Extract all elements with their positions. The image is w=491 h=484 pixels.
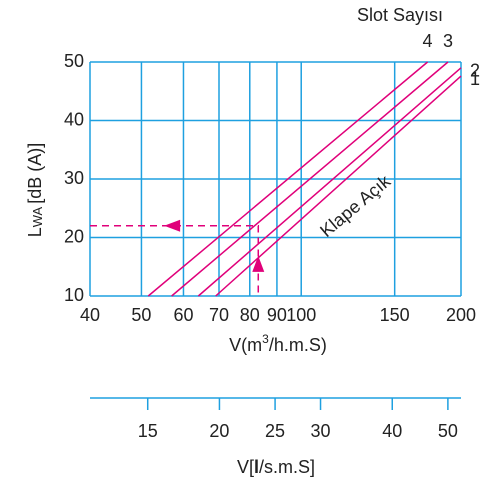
arrow-up xyxy=(252,255,265,272)
series-line xyxy=(171,61,449,297)
x-tick-label: 50 xyxy=(131,305,151,325)
x-axis-label: V(m3/h.m.S) xyxy=(229,332,327,355)
x-tick-label: 200 xyxy=(446,305,476,325)
series-line xyxy=(197,67,462,297)
guide-line xyxy=(90,225,260,296)
annotation: Klape Açık xyxy=(316,170,395,241)
x2-tick-label: 25 xyxy=(265,421,285,441)
legend-label: 4 xyxy=(423,31,433,51)
legend-label: 1 xyxy=(470,69,480,89)
y-tick-label: 30 xyxy=(64,168,84,188)
x-tick-label: 90 xyxy=(267,305,287,325)
x-tick-label: 40 xyxy=(80,305,100,325)
y-tick-label: 40 xyxy=(64,109,84,129)
x-tick-label: 150 xyxy=(380,305,410,325)
legend-title: Slot Sayısı xyxy=(357,5,443,25)
legend-label: 2 xyxy=(470,61,480,81)
x2-tick-label: 30 xyxy=(311,421,331,441)
y-tick-label: 20 xyxy=(64,226,84,246)
x-tick-label: 60 xyxy=(173,305,193,325)
series-line xyxy=(215,75,462,297)
x2-tick-label: 15 xyxy=(138,421,158,441)
x-tick-label: 70 xyxy=(209,305,229,325)
x2-axis-label: V[l/s.m.S] xyxy=(237,457,315,477)
y-axis-label: LWA[dB (A)] xyxy=(25,143,46,238)
arrow-left xyxy=(164,219,181,232)
x2-tick-label: 20 xyxy=(209,421,229,441)
x2-tick-label: 40 xyxy=(382,421,402,441)
series-line xyxy=(147,61,429,297)
y-tick-label: 50 xyxy=(64,51,84,71)
y-tick-label: 10 xyxy=(64,285,84,305)
x-tick-label: 100 xyxy=(286,305,316,325)
x-tick-label: 80 xyxy=(240,305,260,325)
legend-label: 3 xyxy=(443,31,453,51)
x2-tick-label: 50 xyxy=(438,421,458,441)
